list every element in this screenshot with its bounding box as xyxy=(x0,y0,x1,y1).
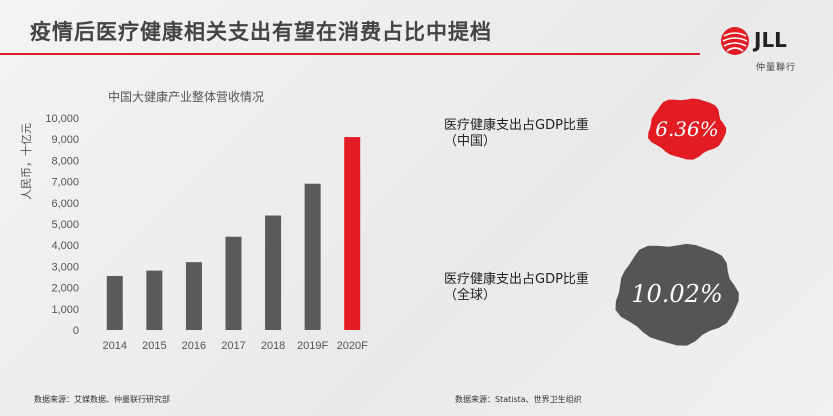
x-tick-label: 2019F xyxy=(297,340,328,352)
y-tick-label: 7,000 xyxy=(51,177,79,189)
stat-china-value: 6.36% xyxy=(655,117,719,141)
x-tick-label: 2020F xyxy=(337,340,368,352)
y-tick-label: 4,000 xyxy=(51,240,79,252)
y-tick-label: 6,000 xyxy=(51,198,79,210)
stat-global-brush-circle xyxy=(615,243,739,346)
stat-china-line1: 医疗健康支出占GDP比重 xyxy=(444,118,589,133)
y-tick-label: 9,000 xyxy=(51,134,79,146)
y-tick-label: 2,000 xyxy=(51,283,79,295)
y-tick-label: 10,000 xyxy=(45,113,79,125)
y-tick-label: 0 xyxy=(73,325,79,337)
bar-2015 xyxy=(146,270,163,330)
stat-global-line1: 医疗健康支出占GDP比重 xyxy=(444,272,589,287)
source-right: 数据来源：Statista、世界卫生组织 xyxy=(455,395,582,404)
y-tick-label: 8,000 xyxy=(51,155,79,167)
stat-global-label: 医疗健康支出占GDP比重 （全球） xyxy=(444,272,589,304)
title-rule xyxy=(0,53,700,55)
bar-2020F xyxy=(344,137,361,330)
stat-global-line2: （全球） xyxy=(444,288,497,303)
x-tick-label: 2018 xyxy=(261,340,285,352)
bar-2014 xyxy=(106,275,123,330)
bar-2016 xyxy=(185,262,202,330)
x-tick-label: 2014 xyxy=(103,340,127,352)
bar-2019F xyxy=(304,183,321,330)
stat-china-line2: （中国） xyxy=(444,134,497,149)
y-tick-label: 5,000 xyxy=(51,219,79,231)
jll-globe-icon xyxy=(721,27,749,55)
jll-logo: JLL 仲量聯行 xyxy=(720,20,820,80)
bar-2018 xyxy=(265,215,282,330)
y-tick-label: 3,000 xyxy=(51,261,79,273)
bar-2017 xyxy=(225,236,242,330)
x-tick-label: 2015 xyxy=(142,340,166,352)
stat-china-label: 医疗健康支出占GDP比重 （中国） xyxy=(444,118,589,150)
logo-subtext: 仲量聯行 xyxy=(756,63,797,73)
slide-title: 疫情后医疗健康相关支出有望在消费占比中提档 xyxy=(30,20,492,44)
source-left: 数据来源：艾媒数据、仲量联行研究部 xyxy=(34,395,170,404)
y-tick-label: 1,000 xyxy=(51,304,79,316)
x-tick-label: 2017 xyxy=(221,340,245,352)
chart-title: 中国大健康产业整体营收情况 xyxy=(108,90,265,104)
logo-text: JLL xyxy=(754,28,787,52)
x-tick-label: 2016 xyxy=(182,340,206,352)
stat-global-value: 10.02% xyxy=(631,280,723,308)
stat-china-brush-circle xyxy=(648,98,727,160)
